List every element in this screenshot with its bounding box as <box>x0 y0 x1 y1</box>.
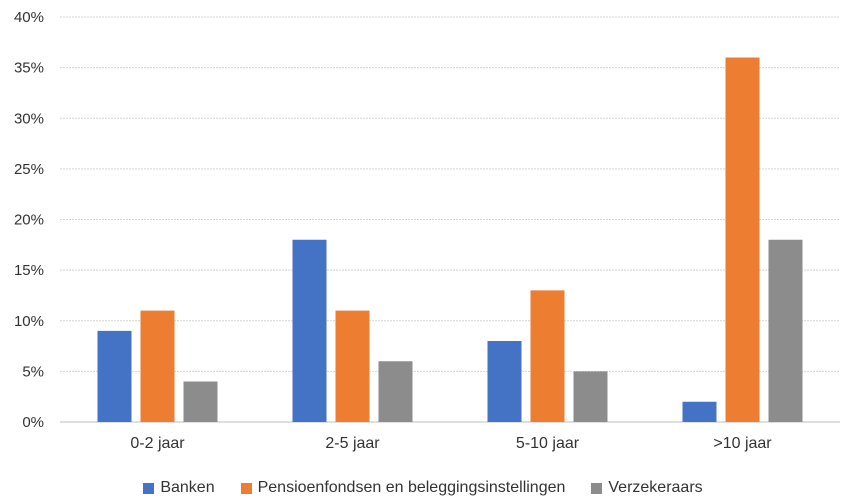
legend-swatch-banken <box>143 482 155 494</box>
x-category-label: 0-2 jaar <box>130 435 185 452</box>
bar <box>335 310 370 422</box>
x-axis-categories: 0-2 jaar 2-5 jaar 5-10 jaar >10 jaar <box>130 435 772 452</box>
y-tick-label: 10% <box>14 313 44 330</box>
legend-label-pensioenfondsen: Pensioenfondsen en beleggingsinstellinge… <box>257 479 566 496</box>
bars <box>97 57 803 422</box>
legend: Banken Pensioenfondsen en beleggingsinst… <box>0 477 846 499</box>
y-tick-label: 30% <box>14 110 44 127</box>
x-category-label: 2-5 jaar <box>325 435 380 452</box>
y-tick-label: 25% <box>14 161 44 178</box>
bar <box>97 330 132 422</box>
bar <box>487 341 522 422</box>
bar <box>768 239 803 422</box>
bar <box>682 401 717 422</box>
y-tick-label: 20% <box>14 212 44 229</box>
legend-swatch-verzekeraars <box>591 482 603 494</box>
legend-item-pensioenfondsen: Pensioenfondsen en beleggingsinstellinge… <box>240 479 566 497</box>
legend-item-banken: Banken <box>143 479 215 497</box>
x-category-label: >10 jaar <box>713 435 772 452</box>
y-tick-label: 0% <box>22 414 44 431</box>
bar <box>573 371 608 422</box>
y-axis-ticks: 0% 5% 10% 15% 20% 25% 30% 35% 40% <box>14 9 44 431</box>
bar <box>183 381 218 422</box>
bar <box>530 290 565 422</box>
bar <box>140 310 175 422</box>
bar <box>725 57 760 422</box>
gridlines <box>60 16 840 423</box>
y-tick-label: 5% <box>22 363 44 380</box>
y-tick-label: 40% <box>14 9 44 26</box>
bar <box>378 361 413 422</box>
y-tick-label: 15% <box>14 262 44 279</box>
legend-label-verzekeraars: Verzekeraars <box>608 479 703 496</box>
legend-label-banken: Banken <box>160 479 215 496</box>
legend-swatch-pensioenfondsen <box>240 482 252 494</box>
y-tick-label: 35% <box>14 60 44 77</box>
legend-item-verzekeraars: Verzekeraars <box>591 479 703 497</box>
x-category-label: 5-10 jaar <box>516 435 580 452</box>
bar <box>292 239 327 422</box>
